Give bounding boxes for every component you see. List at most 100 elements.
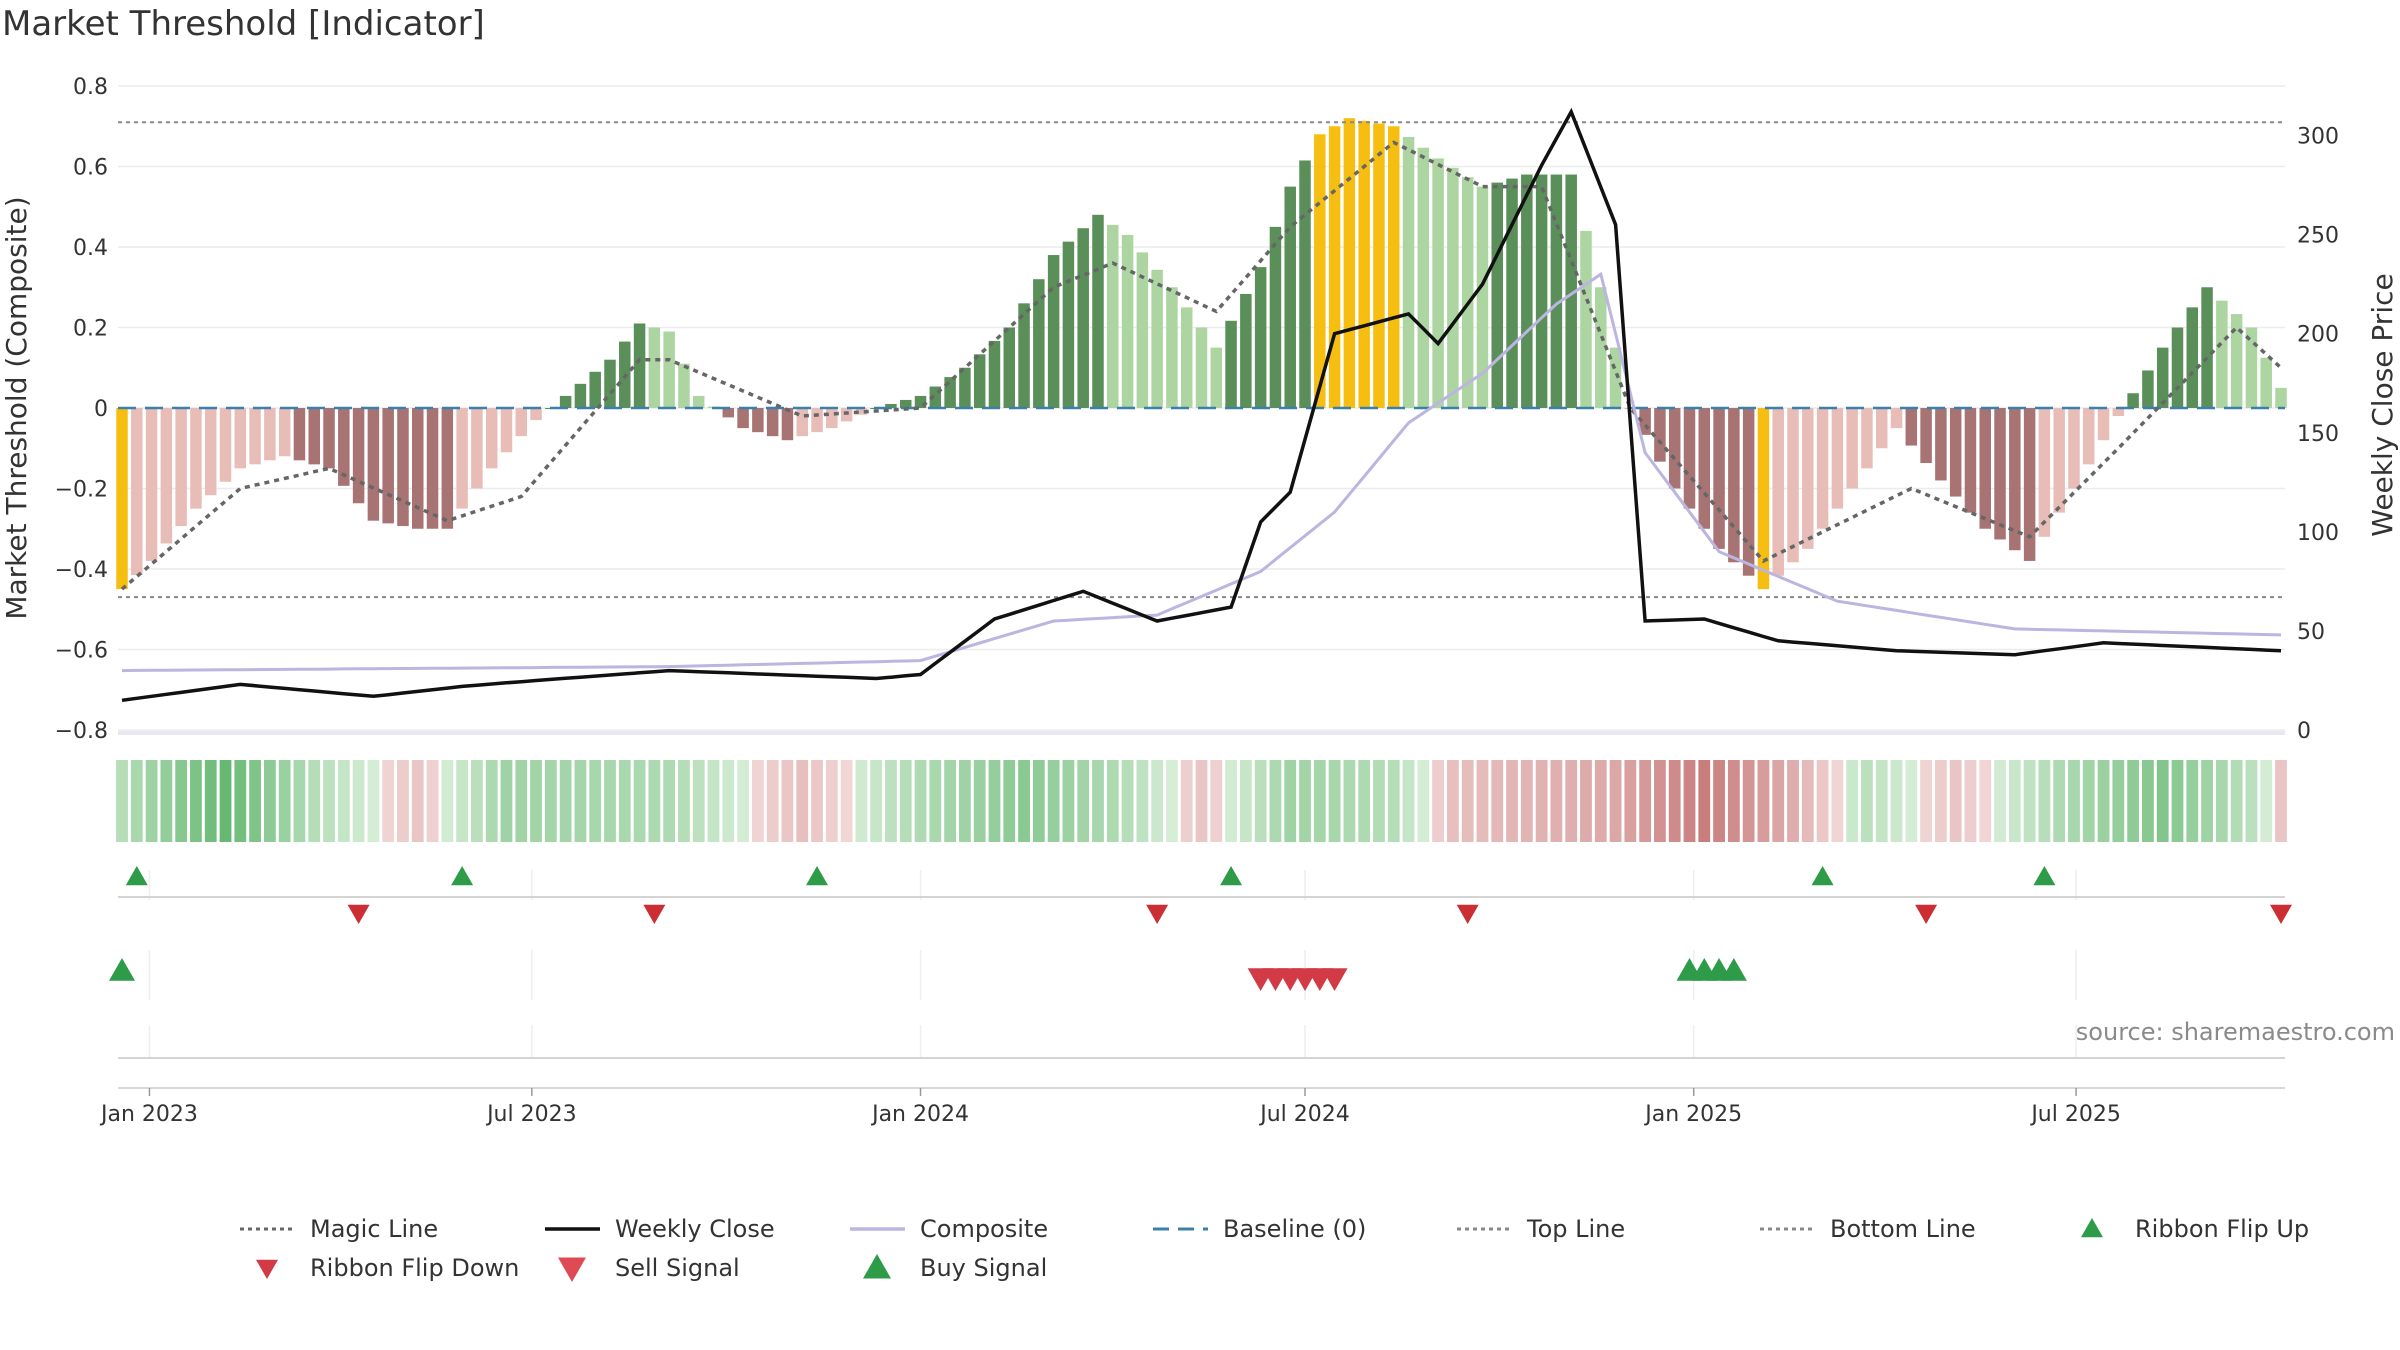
composite-bar	[1728, 408, 1740, 563]
ribbon-cell	[2215, 760, 2228, 842]
ribbon-cell	[456, 760, 469, 842]
ribbon-cell	[1269, 760, 1282, 842]
composite-bar	[1787, 408, 1799, 563]
composite-bar	[1639, 408, 1651, 435]
ribbon-cell	[1624, 760, 1637, 842]
ribbon-flip-down-marker	[1146, 904, 1169, 924]
y-tick-label: −0.2	[55, 478, 108, 503]
ribbon-cell	[130, 760, 143, 842]
sell-signal-marker	[1321, 968, 1348, 991]
ribbon-cell	[2097, 760, 2110, 842]
ribbon-cell	[337, 760, 350, 842]
composite-bar	[1949, 408, 1962, 497]
ribbon-cell	[2038, 760, 2051, 842]
ribbon-cell	[1195, 760, 1208, 842]
composite-bar	[1328, 126, 1341, 408]
composite-bar	[633, 323, 646, 408]
ribbon-cell	[1077, 760, 1090, 842]
ribbon-cell	[1905, 760, 1918, 842]
composite-bar	[1254, 267, 1267, 408]
ribbon-cell	[2053, 760, 2066, 842]
ribbon-cell	[1890, 760, 1903, 842]
composite-bar	[1240, 293, 1252, 408]
ribbon-flip-up-marker	[1220, 866, 1243, 886]
x-tick-label: Jan 2025	[1643, 1102, 1742, 1127]
ribbon-cell	[633, 760, 646, 842]
legend-swatch	[2081, 1218, 2103, 1238]
ribbon-cell	[1151, 760, 1164, 842]
legend-label: Magic Line	[310, 1215, 438, 1243]
ribbon-cell	[441, 760, 454, 842]
composite-bar	[1018, 303, 1030, 408]
composite-bar	[249, 408, 261, 465]
legend-label: Buy Signal	[920, 1254, 1047, 1282]
legend-label: Bottom Line	[1830, 1215, 1976, 1243]
chart-title: Market Threshold [Indicator]	[2, 4, 485, 44]
composite-bar	[1402, 136, 1415, 408]
ribbon-cell	[1225, 760, 1237, 842]
ribbon-cell	[722, 760, 735, 842]
composite-bar	[485, 408, 498, 469]
ribbon-cell	[278, 760, 291, 842]
composite-bar	[1299, 160, 1311, 408]
ribbon-cell	[1313, 760, 1326, 842]
ribbon-cell	[1417, 760, 1430, 842]
ribbon-cell	[1964, 760, 1977, 842]
ribbon-cell	[1106, 760, 1119, 842]
ribbon-flip-up-marker	[451, 866, 474, 886]
ribbon-cell	[1121, 760, 1134, 842]
composite-bar	[382, 408, 394, 524]
ribbon-cell	[1358, 760, 1371, 842]
ribbon-cell	[1816, 760, 1829, 842]
ribbon-cell	[175, 760, 188, 842]
ribbon-cell	[219, 760, 232, 842]
ribbon-cell	[2201, 760, 2213, 842]
ribbon-cell	[2142, 760, 2154, 842]
ribbon-cell	[1861, 760, 1873, 842]
ribbon-cell	[367, 760, 380, 842]
composite-bar	[1033, 279, 1045, 408]
composite-bar	[678, 363, 690, 408]
ribbon-cell	[574, 760, 587, 842]
composite-bar	[1698, 408, 1711, 529]
y2-tick-label: 100	[2297, 521, 2339, 546]
composite-bar	[1683, 408, 1696, 509]
composite-bar	[204, 408, 217, 496]
ribbon-cell	[1801, 760, 1814, 842]
x-tick-label: Jan 2024	[870, 1102, 969, 1127]
ribbon-cell	[1491, 760, 1504, 842]
series-lines	[120, 107, 2283, 703]
ribbon-cell	[929, 760, 942, 842]
composite-bar	[574, 383, 587, 408]
ribbon-cell	[116, 760, 128, 842]
ribbon-cell	[1994, 760, 2006, 842]
y2-tick-label: 300	[2297, 125, 2339, 150]
ribbon-cell	[618, 760, 631, 842]
ribbon-cell	[1920, 760, 1932, 842]
composite-bar	[1890, 408, 1903, 429]
legend-label: Composite	[920, 1215, 1048, 1243]
y-tick-label: 0.4	[73, 236, 108, 261]
composite-bar	[278, 408, 291, 457]
ribbon-cell	[1446, 760, 1459, 842]
ribbon-cell	[885, 760, 897, 842]
composite-bar	[604, 359, 616, 408]
ribbon-cell	[1047, 760, 1060, 842]
legend-item: Ribbon Flip Down	[256, 1254, 519, 1282]
composite-bar	[1654, 408, 1666, 462]
ribbon-cell	[914, 760, 927, 842]
composite-bar	[1269, 226, 1282, 408]
composite-bar	[959, 367, 971, 408]
composite-bar	[737, 408, 749, 429]
composite-bar	[1121, 234, 1134, 408]
composite-bar	[589, 371, 601, 408]
composite-bar	[426, 408, 439, 529]
composite-bar	[2216, 300, 2228, 408]
magic-line	[120, 140, 2283, 591]
legend-item: Ribbon Flip Up	[2081, 1215, 2309, 1243]
composite-bar	[1935, 408, 1947, 481]
ribbon-cell	[1713, 760, 1725, 842]
signal-markers	[109, 866, 2292, 1059]
composite-bar	[145, 408, 158, 561]
composite-bar	[1195, 327, 1208, 408]
